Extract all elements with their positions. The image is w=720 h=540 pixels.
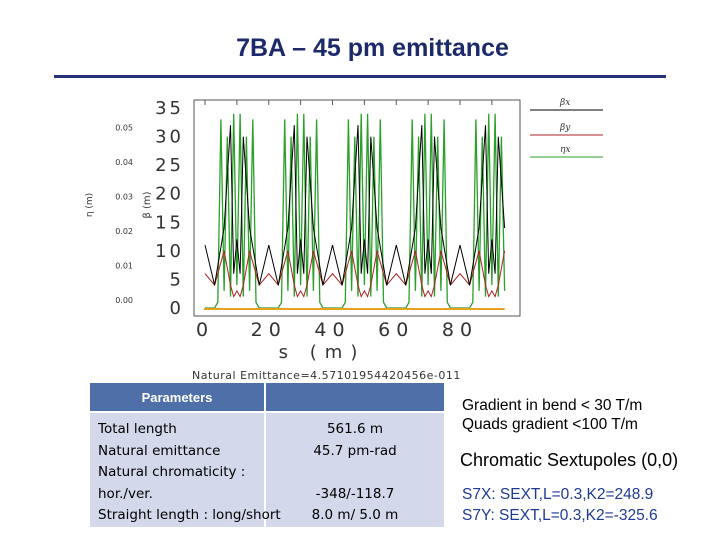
x-tick-label: 80 <box>442 319 478 341</box>
table-value: 561.6 m <box>326 421 384 437</box>
y-axis-label: β (m) <box>142 191 153 218</box>
emittance-footer: Natural Emittance=4.57101954420456e-011 <box>192 369 461 382</box>
eta-tick-label: 0.03 <box>115 193 133 202</box>
table-body <box>90 413 444 527</box>
table-value: -348/-118.7 <box>315 485 395 502</box>
legend-label: βy <box>559 123 571 133</box>
note-bend-gradient: Gradient in bend < 30 T/m <box>462 397 643 414</box>
table-spacer <box>266 462 444 484</box>
y-tick-label: 15 <box>155 212 184 233</box>
gradient-notes: Gradient in bend < 30 T/m Quads gradient… <box>462 396 642 434</box>
table-values: 561.6 m 45.7 pm-rad -348/-118.7 8.0 m/ 5… <box>266 419 444 527</box>
x-tick-label: 60 <box>378 319 414 341</box>
y-tick-label: 30 <box>155 127 184 148</box>
table-label: Straight length : long/short <box>98 507 281 524</box>
sextupole-settings: S7X: SEXT,L=0.3,K2=248.9 S7Y: SEXT,L=0.3… <box>462 485 658 526</box>
table-labels: Total length Natural emittance Natural c… <box>98 419 281 527</box>
table-value: 45.7 pm-rad <box>313 442 397 459</box>
parameters-table: Parameters Total length Natural emittanc… <box>90 383 446 527</box>
slide-title: 7BA – 45 pm emittance <box>236 34 509 62</box>
table-value: 8.0 m/ 5.0 m <box>311 507 399 524</box>
table-label: hor./ver. <box>98 485 153 502</box>
sextupole-s7x: S7X: SEXT,L=0.3,K2=248.9 <box>462 486 654 503</box>
eta-tick-label: 0.02 <box>115 227 133 236</box>
eta-axis-label: η (m) <box>85 193 95 217</box>
series-line-0 <box>204 125 506 286</box>
eta-tick-label: 0.05 <box>115 124 133 133</box>
legend-label: βx <box>559 98 570 108</box>
table-label: Natural chromaticity : <box>98 464 246 481</box>
title-underline <box>54 75 666 78</box>
y-tick-label: 20 <box>155 184 184 205</box>
x-tick-label: 0 <box>196 319 214 341</box>
legend-label: ηx <box>560 145 570 155</box>
eta-tick-label: 0.00 <box>115 296 133 305</box>
y-tick-label: 35 <box>155 98 184 119</box>
x-tick-label: 20 <box>251 319 287 341</box>
y-tick-label: 5 <box>170 269 184 290</box>
y-tick-label: 25 <box>155 155 184 176</box>
table-header: Parameters <box>90 383 264 411</box>
sextupole-s7y: S7Y: SEXT,L=0.3,K2=-325.6 <box>462 506 658 524</box>
table-divider <box>264 413 266 527</box>
eta-tick-label: 0.01 <box>115 262 133 271</box>
x-tick-label: 40 <box>314 319 350 341</box>
table-label: Total length <box>98 421 177 437</box>
table-header-empty <box>266 383 444 411</box>
y-tick-label: 0 <box>170 298 184 319</box>
table-label: Natural emittance <box>98 442 221 459</box>
y-tick-label: 10 <box>155 241 184 262</box>
series-line-1 <box>204 250 506 298</box>
chromatic-sextupoles-note: Chromatic Sextupoles (0,0) <box>460 450 679 470</box>
note-quad-gradient: Quads gradient <100 T/m <box>462 416 638 433</box>
x-axis-label: s (m) <box>279 342 366 363</box>
eta-tick-label: 0.04 <box>115 158 133 167</box>
